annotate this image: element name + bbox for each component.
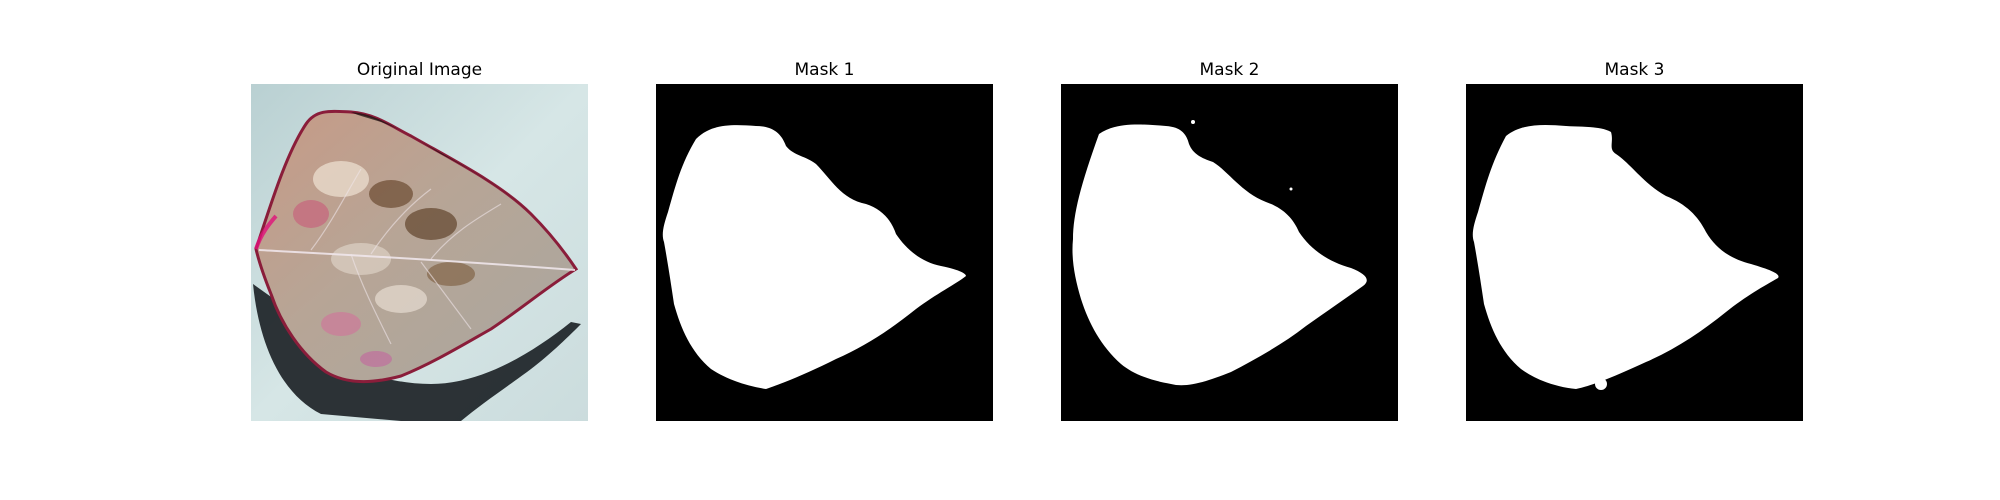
mask-3-image [1466, 84, 1803, 421]
panel-title: Original Image [356, 60, 483, 80]
mask-1-panel: Mask 1 [656, 58, 993, 421]
mask-1-image [656, 84, 993, 421]
mask-3-panel: Mask 3 [1466, 58, 1803, 421]
panel-title: Mask 1 [794, 60, 855, 80]
mask-2-panel: Mask 2 [1061, 58, 1398, 421]
panel-title: Mask 2 [1199, 60, 1260, 80]
panel-title: Mask 3 [1604, 60, 1665, 80]
original-leaf-image [251, 84, 588, 421]
mask-2-image [1061, 84, 1398, 421]
original-image-panel: Original Image [251, 58, 588, 421]
